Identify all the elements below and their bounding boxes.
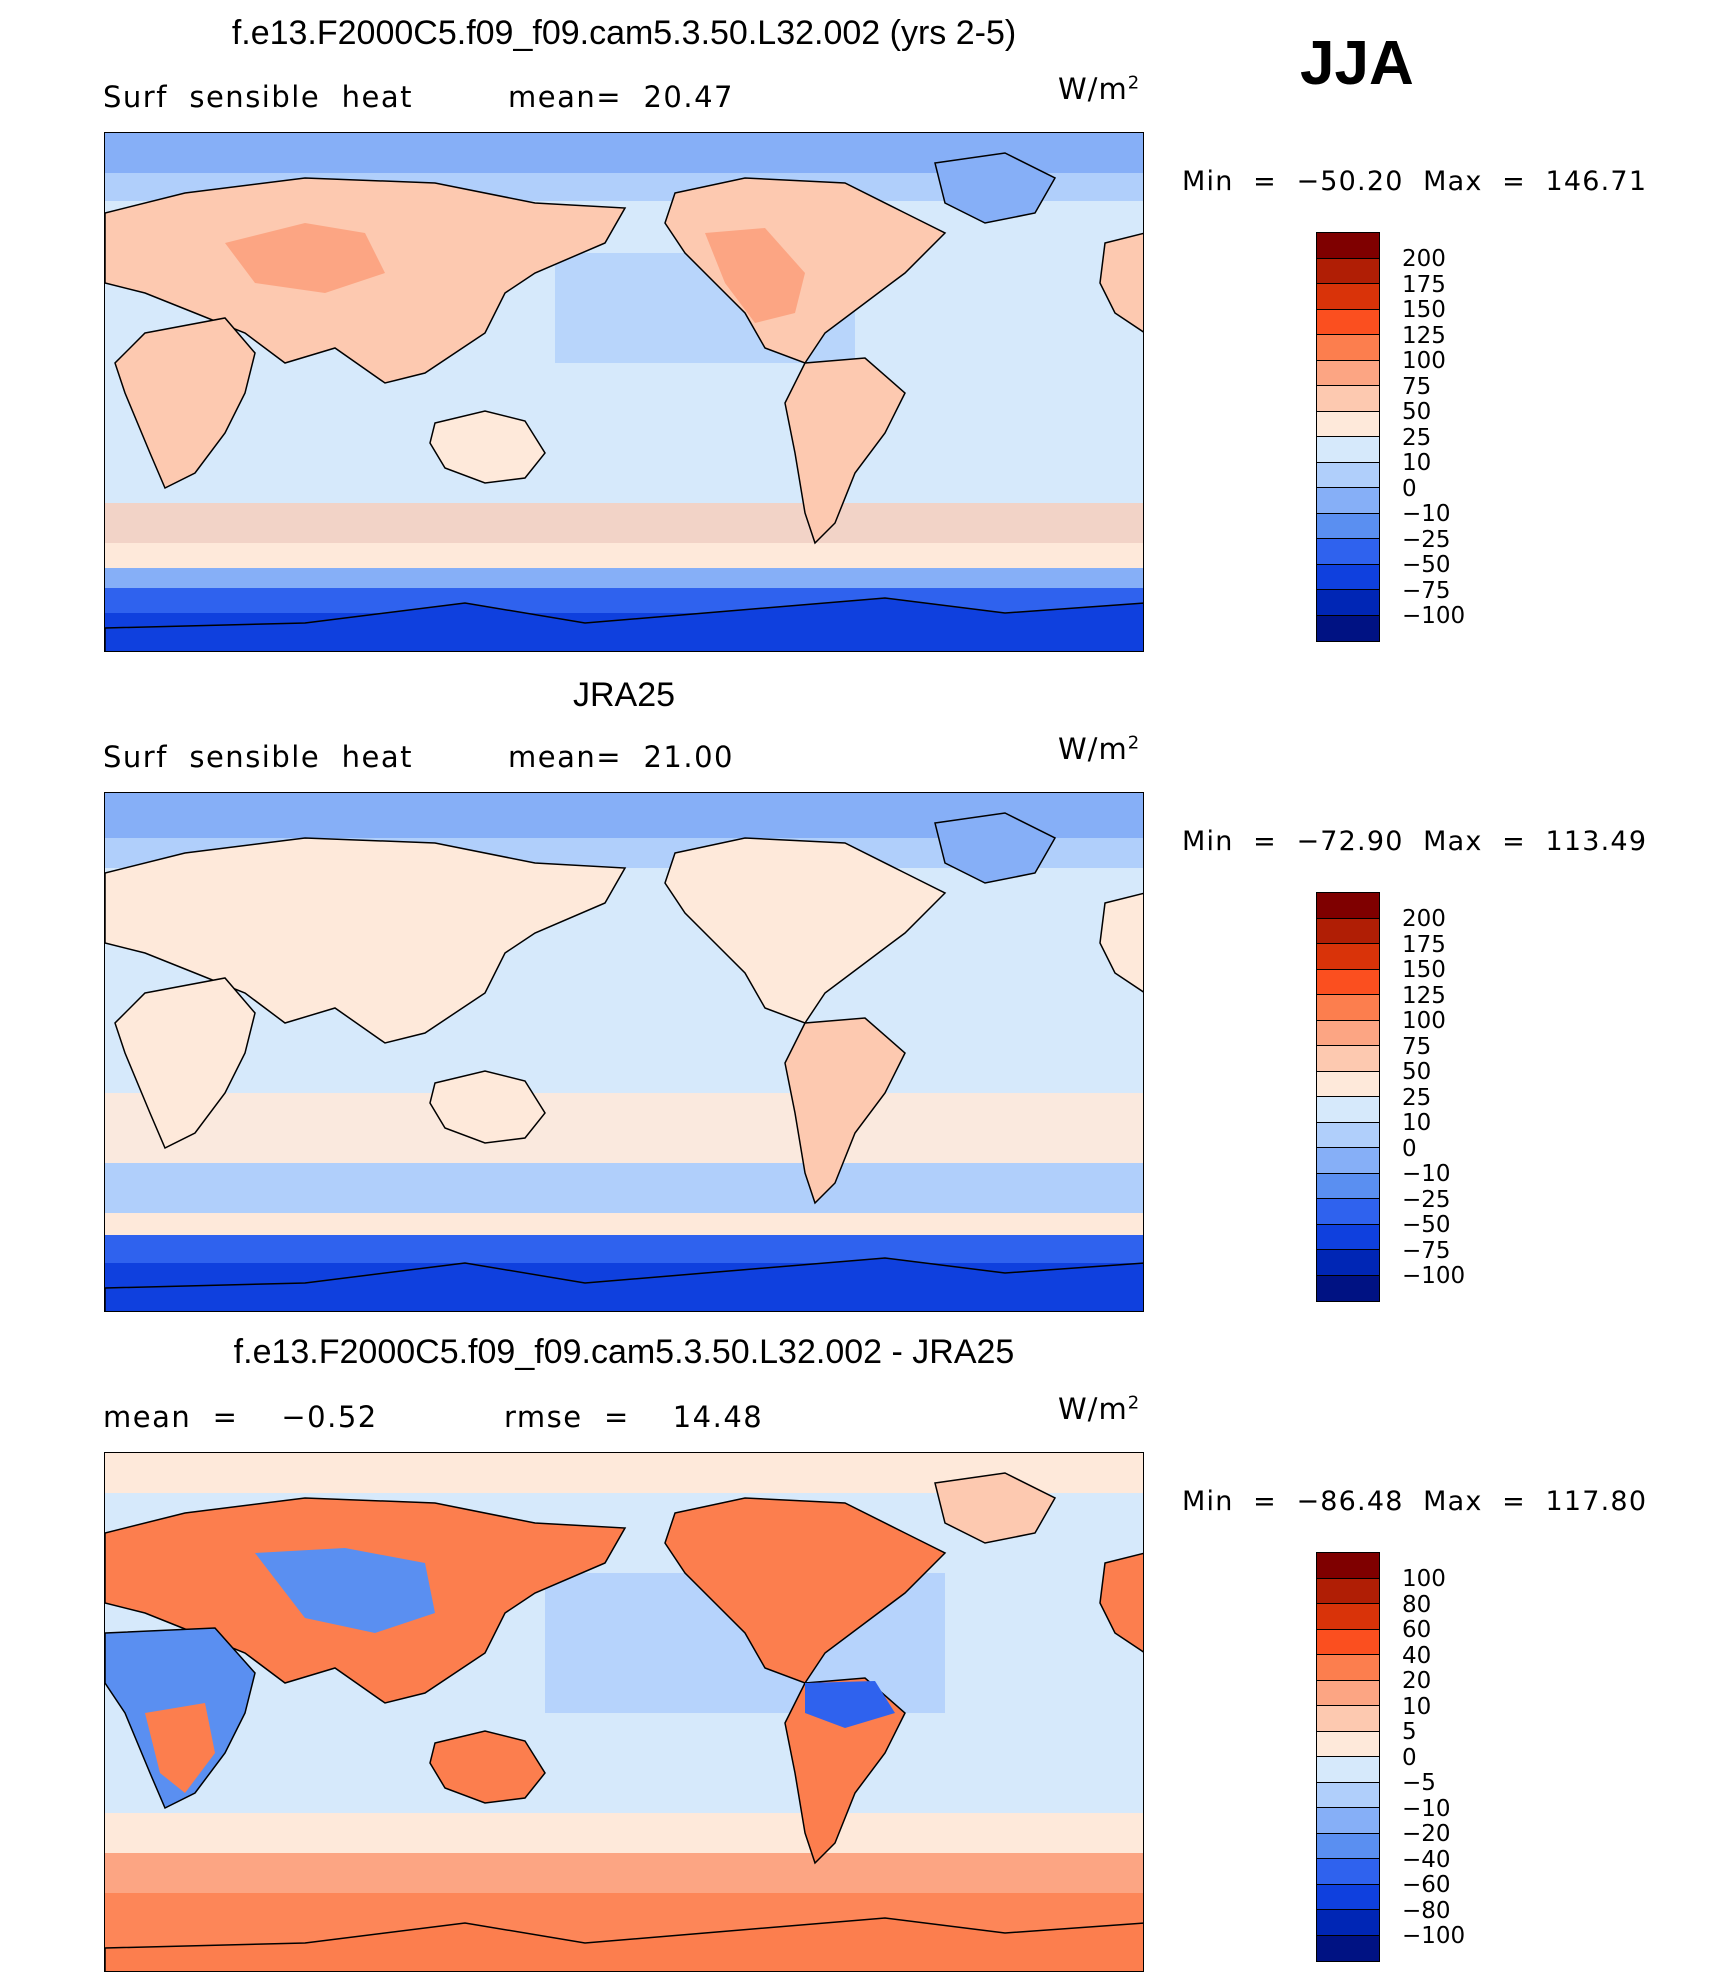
- panel-3-level-label: 10: [1402, 1693, 1432, 1720]
- panel-1-level-label: −50: [1402, 552, 1451, 578]
- panel-1-level-label: 25: [1402, 424, 1432, 451]
- panel-3-title: f.e13.F2000C5.f09_f09.cam5.3.50.L32.002 …: [233, 1333, 1015, 1371]
- panel-3-minmax: Min = −86.48 Max = 117.80: [1182, 1486, 1648, 1517]
- panel-3-level-label: −20: [1402, 1821, 1451, 1847]
- panel-1-level-label: −25: [1402, 526, 1451, 553]
- panel-2-level-label: 125: [1402, 982, 1446, 1009]
- panel-3-map: [104, 1452, 1144, 1972]
- panel-2-level-label: −50: [1402, 1212, 1451, 1238]
- panel-3-level-label: −60: [1402, 1872, 1451, 1898]
- panel-1-map: [104, 132, 1144, 652]
- panel-2-map: [104, 792, 1144, 1312]
- panel-2-level-label: 75: [1402, 1033, 1432, 1060]
- panel-1-minmax: Min = −50.20 Max = 146.71: [1182, 166, 1648, 197]
- panel-1-variable-label: Surf sensible heat: [103, 80, 413, 114]
- panel-2-level-label: 0: [1402, 1135, 1417, 1162]
- panel-2-level-label: 150: [1402, 957, 1446, 983]
- panel-2-title: JRA25: [572, 676, 676, 714]
- panel-1-unit: W/m2: [1058, 72, 1141, 106]
- panel-1-level-label: 10: [1402, 450, 1432, 476]
- panel-3-level-label: 100: [1402, 1566, 1446, 1592]
- panel-2-level-label: −10: [1402, 1161, 1451, 1187]
- panel-3-level-label: 80: [1402, 1591, 1432, 1618]
- panel-3-level-label: 60: [1402, 1617, 1432, 1643]
- panel-2-mean-label: mean= 21.00: [508, 740, 734, 774]
- panel-1-level-label: 75: [1402, 373, 1432, 400]
- panel-1-level-label: 100: [1402, 348, 1446, 374]
- panel-1-level-label: −10: [1402, 501, 1451, 527]
- panel-2-level-label: 25: [1402, 1084, 1432, 1111]
- panel-1-level-label: −75: [1402, 577, 1451, 604]
- panel-2-unit: W/m2: [1058, 732, 1141, 766]
- panel-3-level-label: 40: [1402, 1642, 1432, 1669]
- panel-2-level-label: −25: [1402, 1186, 1451, 1213]
- panel-1-level-label: 175: [1402, 271, 1446, 298]
- panel-2-variable-label: Surf sensible heat: [103, 740, 413, 774]
- panel-1-title: f.e13.F2000C5.f09_f09.cam5.3.50.L32.002 …: [231, 14, 1017, 52]
- panel-2-level-label: 100: [1402, 1008, 1446, 1034]
- panel-2-colorbar: 200 175 150 125 100 75 50 25 10 0 −10 −2…: [1316, 892, 1465, 1302]
- panel-1-level-label: −100: [1402, 603, 1466, 629]
- panel-3-level-label: −100: [1402, 1923, 1466, 1949]
- panel-2-level-label: −75: [1402, 1237, 1451, 1264]
- panel-1-level-label: 125: [1402, 322, 1446, 349]
- panel-3-level-label: 5: [1402, 1719, 1417, 1745]
- panel-3-unit: W/m2: [1058, 1392, 1141, 1426]
- panel-1-level-label: 150: [1402, 297, 1446, 323]
- panel-2-level-label: 50: [1402, 1059, 1432, 1085]
- panel-1-level-label: 0: [1402, 475, 1417, 502]
- panel-1-mean-label: mean= 20.47: [508, 80, 734, 114]
- panel-1-level-label: 50: [1402, 399, 1432, 425]
- panel-3-level-label: −80: [1402, 1897, 1451, 1924]
- panel-3-mean-label: mean = −0.52: [103, 1400, 378, 1434]
- panel-3-level-label: −40: [1402, 1846, 1451, 1873]
- panel-3-level-label: 0: [1402, 1744, 1417, 1771]
- panel-3-colorbar: 100 80 60 40 20 10 5 0 −5 −10 −20 −40 −6…: [1316, 1552, 1465, 1962]
- panel-2-level-label: 10: [1402, 1110, 1432, 1136]
- panel-3-level-label: 20: [1402, 1668, 1432, 1694]
- panel-1-level-label: 200: [1402, 246, 1446, 272]
- panel-3-level-label: −5: [1402, 1770, 1436, 1796]
- panel-2-minmax: Min = −72.90 Max = 113.49: [1182, 826, 1648, 857]
- panel-2-level-label: −100: [1402, 1263, 1466, 1289]
- panel-2-level-label: 175: [1402, 931, 1446, 958]
- season-label: JJA: [1300, 29, 1414, 98]
- panel-1-colorbar: 200 175 150 125 100 75 50 25 10 0 −10 −2…: [1316, 232, 1465, 642]
- panel-3-rmse-label: rmse = 14.48: [504, 1400, 764, 1434]
- panel-3-level-label: −10: [1402, 1795, 1451, 1822]
- panel-2-level-label: 200: [1402, 906, 1446, 932]
